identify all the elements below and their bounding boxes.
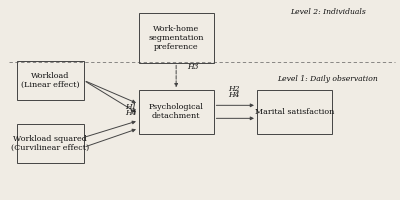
FancyBboxPatch shape: [139, 13, 214, 63]
Text: H1: H1: [125, 103, 136, 111]
Text: Workload
(Linear effect): Workload (Linear effect): [21, 72, 80, 89]
Text: H2: H2: [228, 85, 240, 93]
FancyBboxPatch shape: [17, 61, 84, 100]
FancyBboxPatch shape: [17, 124, 84, 163]
Text: Workload squared
(Curvilinear effect): Workload squared (Curvilinear effect): [11, 135, 89, 152]
Text: Work-home
segmentation
preference: Work-home segmentation preference: [148, 25, 204, 51]
Text: Psychological
detachment: Psychological detachment: [149, 103, 204, 120]
Text: Level 1: Daily observation: Level 1: Daily observation: [277, 75, 378, 83]
Text: Level 2: Individuals: Level 2: Individuals: [290, 8, 366, 16]
FancyBboxPatch shape: [139, 90, 214, 134]
Text: H3: H3: [187, 63, 198, 71]
Text: H4: H4: [228, 91, 240, 99]
Text: Marital satisfaction: Marital satisfaction: [254, 108, 334, 116]
Text: H4: H4: [125, 109, 136, 117]
FancyBboxPatch shape: [257, 90, 332, 134]
